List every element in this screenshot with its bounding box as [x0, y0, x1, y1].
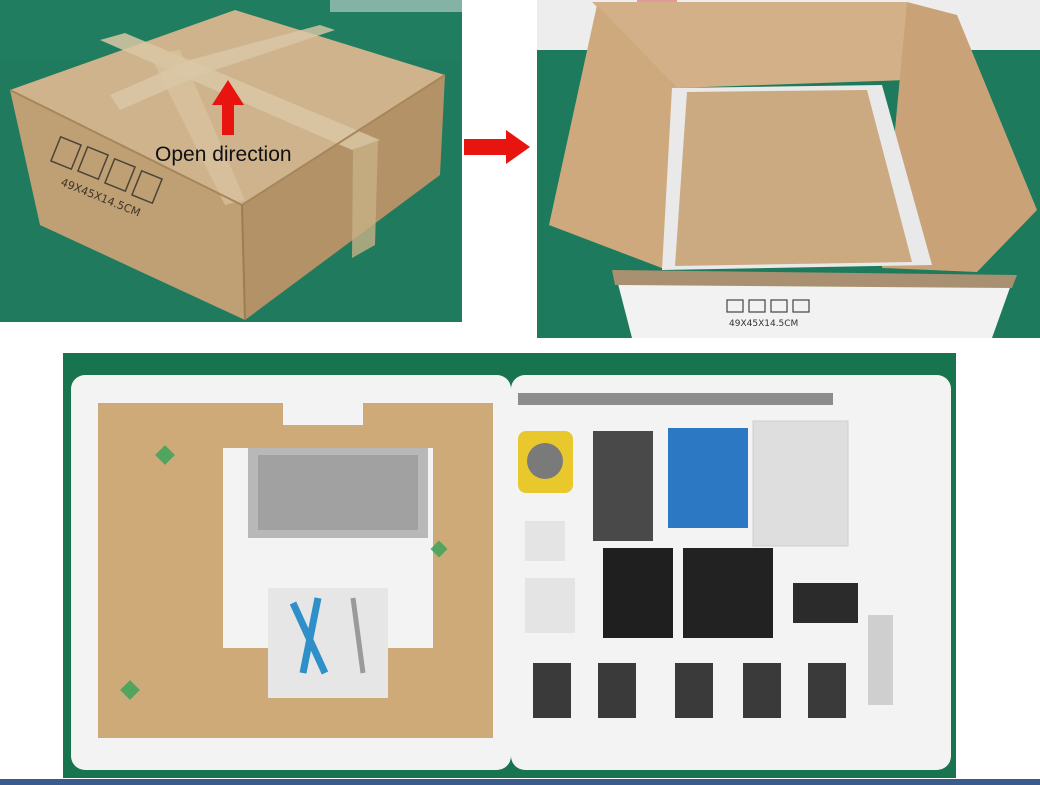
tape-strip-cross [110, 25, 335, 110]
box-back-flap [592, 2, 907, 88]
tools-bag [268, 588, 388, 698]
handling-symbols [49, 135, 164, 205]
extruder [793, 583, 858, 623]
right-arrow-icon [464, 130, 530, 164]
wrench [350, 597, 366, 674]
box-front-wall [617, 280, 1012, 338]
photo-open-box: 49X45X14.5CM [537, 0, 1040, 338]
rods [518, 393, 833, 405]
printed-part [525, 521, 565, 561]
open-box-illustration: 49X45X14.5CM [537, 0, 1040, 338]
box-left-flap [549, 5, 677, 270]
closed-box-illustration: 49X45X14.5CM [0, 0, 462, 322]
up-arrow-icon [212, 80, 244, 135]
black-cables [683, 548, 773, 638]
photo-kit-contents [63, 353, 956, 778]
handling-symbols-open [726, 299, 810, 313]
box-right-flap [882, 2, 1037, 272]
usb-cable [668, 428, 748, 528]
box-interior [675, 90, 912, 266]
box-side [242, 75, 445, 320]
stepper-motors [533, 663, 846, 718]
kit-contents-illustration [63, 353, 956, 778]
open-direction-label: Open direction [155, 143, 292, 166]
photo-closed-box: 49X45X14.5CM Open direction [0, 0, 462, 322]
terminal-block [868, 615, 893, 705]
heat-bed-plate [752, 420, 849, 547]
box-front [10, 90, 245, 320]
wire-bundle [593, 431, 653, 541]
bottom-border [0, 779, 1040, 785]
box-marking-open: 49X45X14.5CM [729, 319, 798, 329]
